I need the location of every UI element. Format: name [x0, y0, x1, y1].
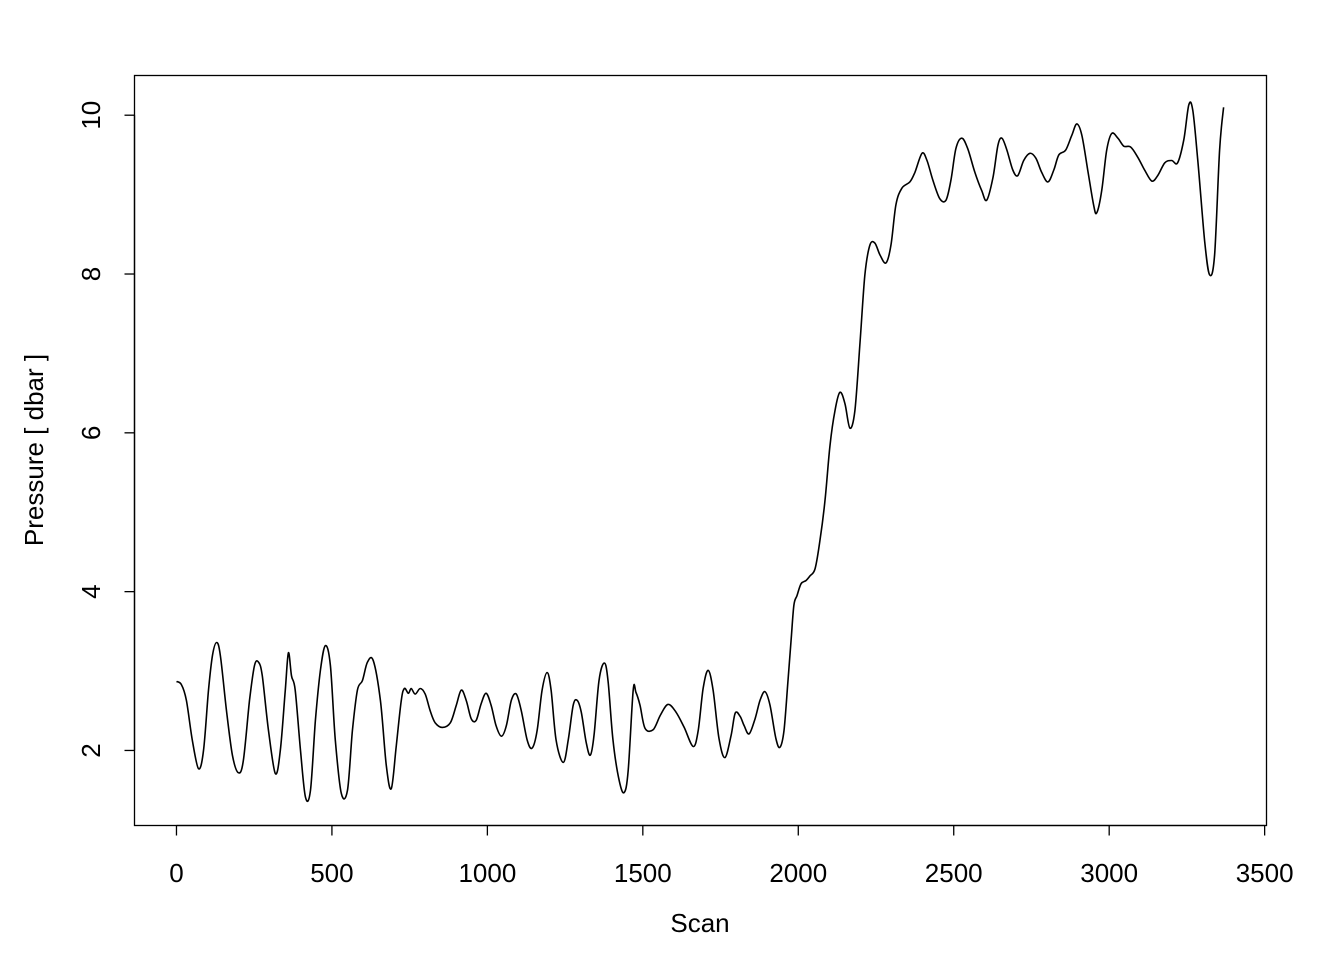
y-tick-label: 8: [76, 267, 106, 281]
x-tick-label: 500: [310, 858, 353, 888]
x-tick-label: 1500: [614, 858, 672, 888]
y-axis: 2 4 6 8 10: [76, 101, 136, 758]
y-tick-label: 4: [76, 584, 106, 598]
y-tick-label: 6: [76, 426, 106, 440]
x-tick-label: 3500: [1236, 858, 1294, 888]
x-tick-label: 1000: [458, 858, 516, 888]
x-tick-label: 0: [169, 858, 183, 888]
x-tick-label: 3000: [1080, 858, 1138, 888]
y-tick-label: 10: [76, 101, 106, 130]
x-tick-label: 2500: [925, 858, 983, 888]
y-tick-label: 2: [76, 743, 106, 757]
y-axis-label: Pressure [ dbar ]: [19, 354, 49, 546]
series-line-pressure: [176, 101, 1225, 803]
x-tick-label: 2000: [769, 858, 827, 888]
x-axis: 0 500 1000 1500 2000 2500 3000 3500: [169, 824, 1294, 888]
x-axis-label: Scan: [670, 908, 729, 938]
